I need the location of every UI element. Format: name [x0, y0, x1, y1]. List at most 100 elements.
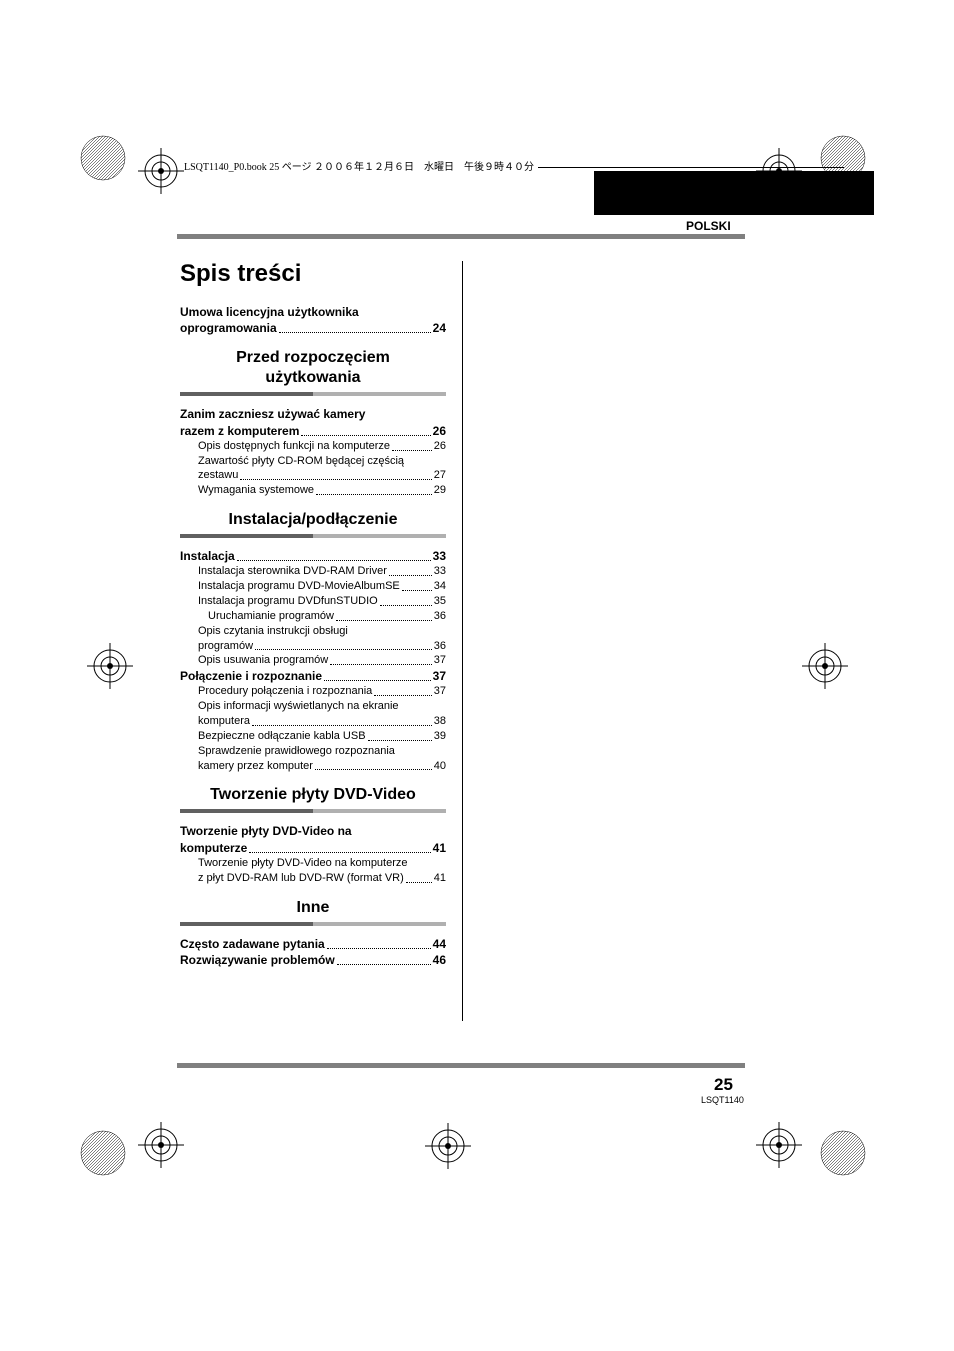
toc-entry-page: 33: [434, 564, 446, 579]
toc-entry-label: Połączenie i rozpoznanie: [180, 668, 322, 684]
toc-entry-label: Opis czytania instrukcji obsługi: [198, 624, 348, 639]
toc-entry-page: 37: [434, 653, 446, 668]
toc-entry: programów36: [180, 639, 446, 654]
section-rule: [180, 809, 446, 813]
toc-entry-label: Instalacja programu DVDfunSTUDIO: [198, 594, 378, 609]
toc-entry: Zanim zaczniesz używać kamery: [180, 406, 446, 422]
toc-entry: Opis dostępnych funkcji na komputerze 26: [180, 439, 446, 454]
toc-entry: Tworzenie płyty DVD-Video na: [180, 823, 446, 839]
toc-entry: Opis informacji wyświetlanych na ekranie: [180, 699, 446, 714]
toc-entry: Umowa licencyjna użytkownika: [180, 304, 446, 320]
toc-entry: zestawu 27: [180, 468, 446, 483]
toc-entry-label: Tworzenie płyty DVD-Video na: [180, 823, 352, 839]
toc-dots: [240, 479, 431, 480]
toc-entry-label: oprogramowania: [180, 320, 277, 336]
reg-mark-cross: [138, 1122, 184, 1168]
toc-entry: Instalacja programu DVDfunSTUDIO 35: [180, 594, 446, 609]
reg-mark-hatch: [80, 1130, 126, 1176]
toc-entry-page: 37: [434, 684, 446, 699]
section-rule: [180, 922, 446, 926]
toc-entry-page: 26: [434, 439, 446, 454]
toc-entry: Opis czytania instrukcji obsługi: [180, 624, 446, 639]
toc-entry-label: Instalacja programu DVD-MovieAlbumSE: [198, 579, 400, 594]
toc-entry-page: 39: [434, 729, 446, 744]
toc-entry-label: Instalacja sterownika DVD-RAM Driver: [198, 564, 387, 579]
toc-entry-page: 46: [433, 952, 446, 968]
toc-dots: [249, 852, 430, 853]
toc-entry-label: kamery przez komputer: [198, 759, 313, 774]
toc-entry-page: 37: [433, 668, 446, 684]
toc-entry-label: razem z komputerem: [180, 423, 299, 439]
toc-entry-page: 29: [434, 483, 446, 498]
toc-dots: [330, 664, 432, 665]
toc-entry-label: Bezpieczne odłączanie kabla USB: [198, 729, 366, 744]
black-tab: [594, 171, 874, 215]
toc-dots: [315, 769, 432, 770]
toc-entry-label: Opis dostępnych funkcji na komputerze: [198, 439, 390, 454]
page-title: Spis treści: [180, 260, 301, 288]
toc-dots: [374, 695, 431, 696]
toc-entry-label: komputera: [198, 714, 250, 729]
toc-dots: [368, 740, 432, 741]
toc-entry-label: Umowa licencyjna użytkownika: [180, 304, 359, 320]
toc-dots: [389, 575, 432, 576]
toc-dots: [316, 494, 432, 495]
toc-section-heading: Inne: [180, 898, 446, 918]
reg-mark-cross: [138, 148, 184, 194]
toc-entry-label: Sprawdzenie prawidłowego rozpoznania: [198, 744, 395, 759]
top-rule: [177, 234, 745, 239]
toc-entry: Sprawdzenie prawidłowego rozpoznania: [180, 744, 446, 759]
toc-dots: [402, 590, 432, 591]
toc-entry-label: Instalacja: [180, 548, 235, 564]
column-divider: [462, 261, 463, 1021]
toc-dots: [301, 435, 430, 436]
toc-entry: z płyt DVD-RAM lub DVD-RW (format VR) 41: [180, 871, 446, 886]
reg-mark-cross: [87, 643, 133, 689]
toc-entry: Uruchamianie programów 36: [180, 609, 446, 624]
toc-entry: Rozwiązywanie problemów 46: [180, 952, 446, 968]
toc-entry-page: 41: [434, 871, 446, 886]
toc-entry: komputera 38: [180, 714, 446, 729]
toc-entry-label: Zanim zaczniesz używać kamery: [180, 406, 365, 422]
toc-entry: Instalacja programu DVD-MovieAlbumSE 34: [180, 579, 446, 594]
toc-dots: [252, 725, 432, 726]
toc-entry: Procedury połączenia i rozpoznania 37: [180, 684, 446, 699]
toc-section-heading: Przed rozpoczęciemużytkowania: [180, 348, 446, 388]
toc-entry-label: programów: [198, 639, 253, 654]
toc-entry-page: 36: [434, 609, 446, 624]
toc-entry-page: 27: [434, 468, 446, 483]
toc-entry-label: Rozwiązywanie problemów: [180, 952, 335, 968]
toc-dots: [336, 620, 432, 621]
toc-entry: Połączenie i rozpoznanie 37: [180, 668, 446, 684]
toc-entry-label: zestawu: [198, 468, 238, 483]
toc-entry-page: 33: [433, 548, 446, 564]
toc-entry-label: Uruchamianie programów: [208, 609, 334, 624]
toc-entry: razem z komputerem 26: [180, 423, 446, 439]
toc-dots: [255, 649, 432, 650]
toc-entry-page: 26: [433, 423, 446, 439]
language-label: POLSKI: [686, 219, 731, 233]
toc-entry-page: 24: [433, 320, 446, 336]
section-rule: [180, 534, 446, 538]
reg-mark-hatch: [820, 1130, 866, 1176]
toc-entry-page: 40: [434, 759, 446, 774]
page-number: 25: [714, 1075, 733, 1095]
toc-entry-page: 38: [434, 714, 446, 729]
toc-entry-page: 35: [434, 594, 446, 609]
toc-entry-page: 34: [434, 579, 446, 594]
toc-entry: komputerze41: [180, 840, 446, 856]
toc-entry: Wymagania systemowe29: [180, 483, 446, 498]
toc-section-heading: Tworzenie płyty DVD-Video: [180, 785, 446, 805]
toc-entry-label: z płyt DVD-RAM lub DVD-RW (format VR): [198, 871, 404, 886]
toc-entry: oprogramowania 24: [180, 320, 446, 336]
toc-entry-label: Procedury połączenia i rozpoznania: [198, 684, 372, 699]
toc-entry-label: Opis informacji wyświetlanych na ekranie: [198, 699, 399, 714]
toc-entry: Instalacja sterownika DVD-RAM Driver 33: [180, 564, 446, 579]
toc-entry-label: Zawartość płyty CD-ROM będącej częścią: [198, 454, 404, 469]
toc-entry: Tworzenie płyty DVD-Video na komputerze: [180, 856, 446, 871]
toc-dots: [406, 882, 432, 883]
toc-entry-page: 41: [433, 840, 446, 856]
toc-entry: Opis usuwania programów37: [180, 653, 446, 668]
toc-entry-label: Często zadawane pytania: [180, 936, 325, 952]
toc-dots: [327, 948, 431, 949]
